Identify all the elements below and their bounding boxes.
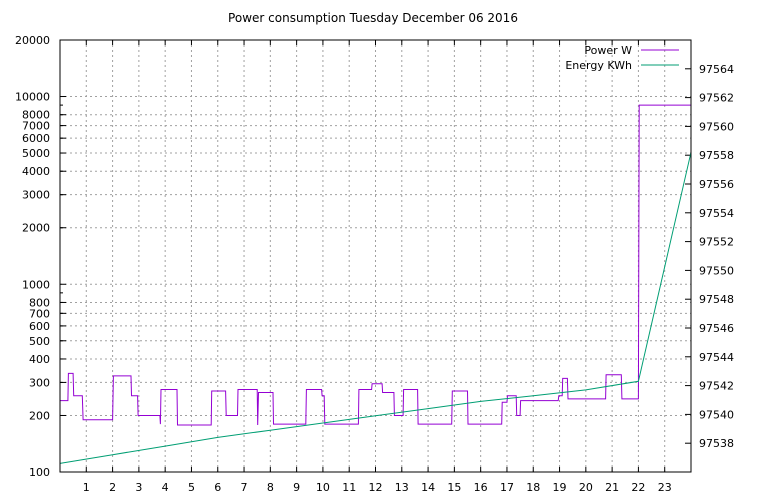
x-tick-label: 6: [214, 481, 221, 494]
y2-tick-label: 97544: [699, 351, 734, 364]
y-tick-label: 3000: [22, 189, 50, 202]
y2-tick-label: 97554: [699, 207, 734, 220]
y-tick-label: 2000: [22, 222, 50, 235]
x-tick-label: 4: [162, 481, 169, 494]
x-tick-label: 3: [135, 481, 142, 494]
y-tick-label: 1000: [22, 278, 50, 291]
x-tick-label: 14: [421, 481, 435, 494]
y2-tick-label: 97562: [699, 92, 734, 105]
x-tick-label: 12: [369, 481, 383, 494]
y2-tick-label: 97558: [699, 149, 734, 162]
y2-axis-ticks: 97538 97540 97542 97544 97546 97548 97550 97552…: [685, 63, 734, 450]
y-tick-label: 5000: [22, 147, 50, 160]
x-tick-label: 5: [188, 481, 195, 494]
y2-tick-label: 97552: [699, 236, 734, 249]
x-axis-ticks: 1 2 3 4 5 6 7 8 9 10 11 12 13 14 15 16 17 18 19 20 21 22 23: [83, 40, 672, 494]
y2-tick-label: 97546: [699, 322, 734, 335]
x-tick-label: 17: [500, 481, 514, 494]
y-tick-label: 4000: [22, 165, 50, 178]
x-tick-label: 7: [241, 481, 248, 494]
y-tick-label: 100: [29, 466, 50, 479]
x-tick-label: 1: [83, 481, 90, 494]
y2-tick-label: 97548: [699, 293, 734, 306]
x-tick-label: 10: [316, 481, 330, 494]
x-tick-label: 20: [579, 481, 593, 494]
series-lines: [59, 104, 692, 464]
x-tick-label: 2: [109, 481, 116, 494]
y2-tick-label: 97556: [699, 178, 734, 191]
y-tick-label: 500: [29, 335, 50, 348]
y-tick-label: 7000: [22, 120, 50, 133]
chart-title: Power consumption Tuesday December 06 20…: [228, 11, 518, 25]
x-tick-label: 9: [293, 481, 300, 494]
y-tick-label: 600: [29, 320, 50, 333]
x-tick-label: 15: [447, 481, 461, 494]
legend-label: Power W: [584, 44, 632, 57]
x-tick-label: 18: [526, 481, 540, 494]
y2-tick-label: 97538: [699, 437, 734, 450]
x-tick-label: 8: [267, 481, 274, 494]
y-tick-label: 400: [29, 353, 50, 366]
x-tick-label: 13: [395, 481, 409, 494]
y-tick-label: 200: [29, 409, 50, 422]
y-tick-label: 700: [29, 307, 50, 320]
y2-tick-label: 97560: [699, 120, 734, 133]
y2-tick-label: 97564: [699, 63, 734, 76]
series-line-energy-kwh: [59, 152, 692, 464]
y-tick-label: 800: [29, 296, 50, 309]
x-tick-label: 16: [474, 481, 488, 494]
x-tick-label: 23: [658, 481, 672, 494]
grid-lines: [60, 40, 691, 472]
y-tick-label: 300: [29, 376, 50, 389]
y-tick-label: 20000: [15, 34, 50, 47]
y-tick-label: 8000: [22, 109, 50, 122]
x-tick-label: 22: [631, 481, 645, 494]
y2-tick-label: 97540: [699, 408, 734, 421]
y2-tick-label: 97542: [699, 380, 734, 393]
x-tick-label: 19: [553, 481, 567, 494]
y-tick-label: 6000: [22, 132, 50, 145]
legend: Power W Energy KWh: [565, 44, 679, 72]
y-tick-label: 10000: [15, 91, 50, 104]
x-tick-label: 21: [605, 481, 619, 494]
plot-border: [59, 39, 692, 473]
y2-tick-label: 97550: [699, 264, 734, 277]
x-tick-label: 11: [342, 481, 356, 494]
series-line-power-w: [60, 104, 691, 426]
legend-label: Energy KWh: [565, 59, 632, 72]
